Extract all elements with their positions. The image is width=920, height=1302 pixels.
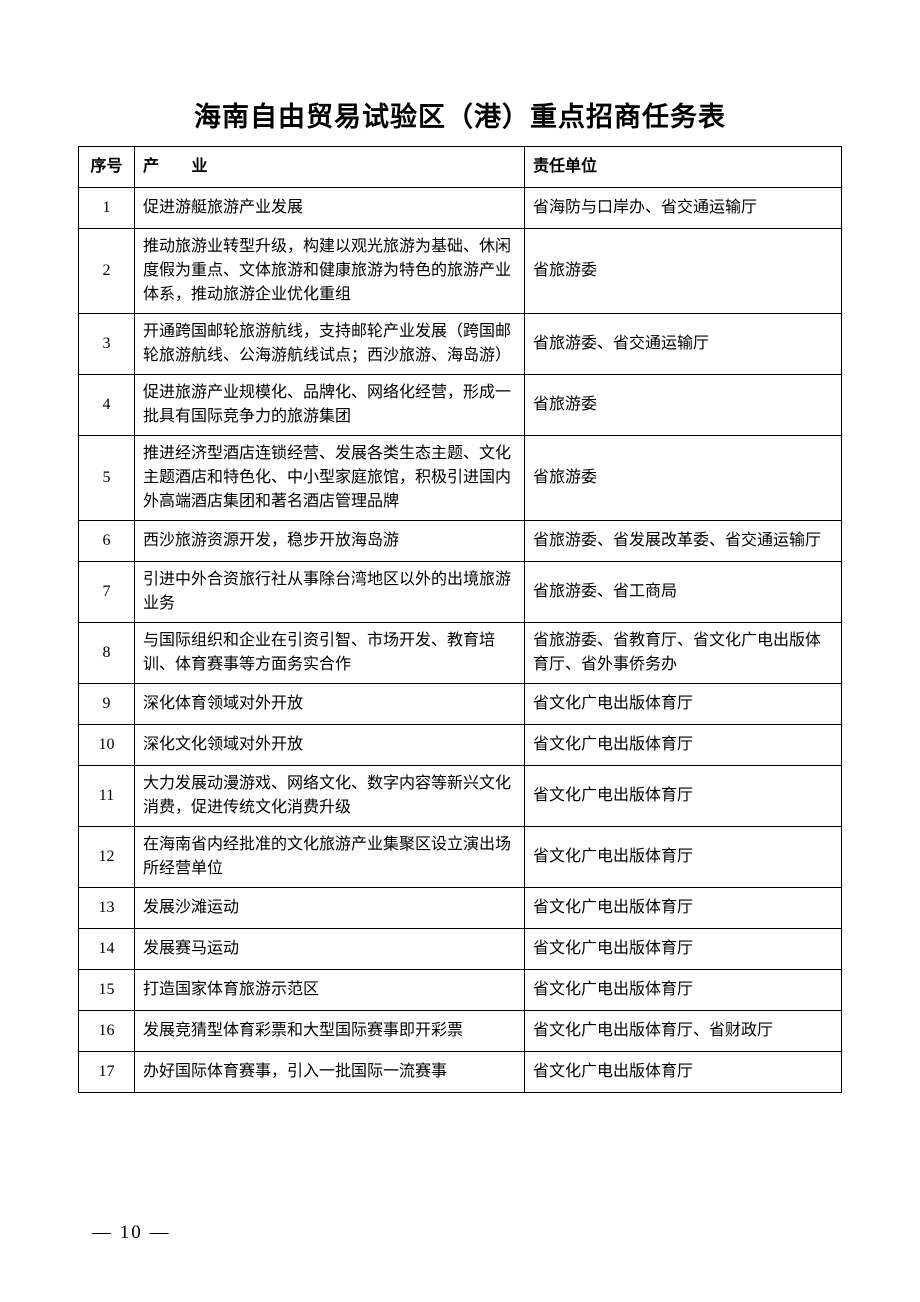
table-row: 17办好国际体育赛事，引入一批国际一流赛事省文化广电出版体育厅 <box>79 1052 842 1093</box>
table-row: 6西沙旅游资源开发，稳步开放海岛游省旅游委、省发展改革委、省交通运输厅 <box>79 521 842 562</box>
cell-industry: 在海南省内经批准的文化旅游产业集聚区设立演出场所经营单位 <box>135 827 525 888</box>
cell-industry: 西沙旅游资源开发，稳步开放海岛游 <box>135 521 525 562</box>
table-row: 8与国际组织和企业在引资引智、市场开发、教育培训、体育赛事等方面务实合作省旅游委… <box>79 623 842 684</box>
cell-industry: 发展竞猜型体育彩票和大型国际赛事即开彩票 <box>135 1011 525 1052</box>
cell-seq: 3 <box>79 314 135 375</box>
table-row: 16发展竞猜型体育彩票和大型国际赛事即开彩票省文化广电出版体育厅、省财政厅 <box>79 1011 842 1052</box>
header-industry: 产 业 <box>135 147 525 188</box>
cell-unit: 省旅游委 <box>525 375 842 436</box>
task-table: 序号 产 业 责任单位 1促进游艇旅游产业发展省海防与口岸办、省交通运输厅2推动… <box>78 146 842 1093</box>
cell-seq: 8 <box>79 623 135 684</box>
table-row: 5推进经济型酒店连锁经营、发展各类生态主题、文化主题酒店和特色化、中小型家庭旅馆… <box>79 436 842 521</box>
cell-seq: 6 <box>79 521 135 562</box>
cell-unit: 省文化广电出版体育厅 <box>525 970 842 1011</box>
table-row: 1促进游艇旅游产业发展省海防与口岸办、省交通运输厅 <box>79 188 842 229</box>
cell-seq: 5 <box>79 436 135 521</box>
cell-industry: 大力发展动漫游戏、网络文化、数字内容等新兴文化消费，促进传统文化消费升级 <box>135 766 525 827</box>
cell-unit: 省旅游委、省工商局 <box>525 562 842 623</box>
cell-seq: 9 <box>79 684 135 725</box>
cell-unit: 省文化广电出版体育厅、省财政厅 <box>525 1011 842 1052</box>
cell-unit: 省旅游委、省交通运输厅 <box>525 314 842 375</box>
cell-seq: 16 <box>79 1011 135 1052</box>
cell-seq: 11 <box>79 766 135 827</box>
cell-seq: 17 <box>79 1052 135 1093</box>
cell-industry: 引进中外合资旅行社从事除台湾地区以外的出境旅游业务 <box>135 562 525 623</box>
cell-industry: 推动旅游业转型升级，构建以观光旅游为基础、休闲度假为重点、文体旅游和健康旅游为特… <box>135 229 525 314</box>
table-row: 15打造国家体育旅游示范区省文化广电出版体育厅 <box>79 970 842 1011</box>
table-row: 12在海南省内经批准的文化旅游产业集聚区设立演出场所经营单位省文化广电出版体育厅 <box>79 827 842 888</box>
cell-industry: 打造国家体育旅游示范区 <box>135 970 525 1011</box>
document-title: 海南自由贸易试验区（港）重点招商任务表 <box>78 95 842 134</box>
cell-unit: 省旅游委、省发展改革委、省交通运输厅 <box>525 521 842 562</box>
table-row: 14发展赛马运动省文化广电出版体育厅 <box>79 929 842 970</box>
cell-seq: 2 <box>79 229 135 314</box>
cell-unit: 省旅游委 <box>525 436 842 521</box>
cell-unit: 省文化广电出版体育厅 <box>525 827 842 888</box>
cell-industry: 办好国际体育赛事，引入一批国际一流赛事 <box>135 1052 525 1093</box>
table-row: 9深化体育领域对外开放省文化广电出版体育厅 <box>79 684 842 725</box>
cell-unit: 省文化广电出版体育厅 <box>525 766 842 827</box>
table-header-row: 序号 产 业 责任单位 <box>79 147 842 188</box>
cell-unit: 省海防与口岸办、省交通运输厅 <box>525 188 842 229</box>
table-row: 13发展沙滩运动省文化广电出版体育厅 <box>79 888 842 929</box>
page-number: — 10 — <box>92 1222 171 1244</box>
table-row: 10深化文化领域对外开放省文化广电出版体育厅 <box>79 725 842 766</box>
cell-seq: 7 <box>79 562 135 623</box>
cell-seq: 12 <box>79 827 135 888</box>
cell-industry: 促进旅游产业规模化、品牌化、网络化经营，形成一批具有国际竞争力的旅游集团 <box>135 375 525 436</box>
cell-unit: 省旅游委 <box>525 229 842 314</box>
table-row: 3开通跨国邮轮旅游航线，支持邮轮产业发展（跨国邮轮旅游航线、公海游航线试点；西沙… <box>79 314 842 375</box>
cell-seq: 14 <box>79 929 135 970</box>
cell-industry: 开通跨国邮轮旅游航线，支持邮轮产业发展（跨国邮轮旅游航线、公海游航线试点；西沙旅… <box>135 314 525 375</box>
table-row: 2推动旅游业转型升级，构建以观光旅游为基础、休闲度假为重点、文体旅游和健康旅游为… <box>79 229 842 314</box>
table-row: 11大力发展动漫游戏、网络文化、数字内容等新兴文化消费，促进传统文化消费升级省文… <box>79 766 842 827</box>
cell-unit: 省文化广电出版体育厅 <box>525 888 842 929</box>
cell-seq: 1 <box>79 188 135 229</box>
cell-unit: 省文化广电出版体育厅 <box>525 684 842 725</box>
cell-unit: 省文化广电出版体育厅 <box>525 929 842 970</box>
cell-seq: 15 <box>79 970 135 1011</box>
cell-seq: 13 <box>79 888 135 929</box>
cell-industry: 发展沙滩运动 <box>135 888 525 929</box>
cell-industry: 深化体育领域对外开放 <box>135 684 525 725</box>
cell-unit: 省文化广电出版体育厅 <box>525 725 842 766</box>
header-seq: 序号 <box>79 147 135 188</box>
cell-unit: 省旅游委、省教育厅、省文化广电出版体育厅、省外事侨务办 <box>525 623 842 684</box>
header-unit: 责任单位 <box>525 147 842 188</box>
cell-seq: 4 <box>79 375 135 436</box>
cell-industry: 促进游艇旅游产业发展 <box>135 188 525 229</box>
cell-industry: 推进经济型酒店连锁经营、发展各类生态主题、文化主题酒店和特色化、中小型家庭旅馆，… <box>135 436 525 521</box>
cell-industry: 深化文化领域对外开放 <box>135 725 525 766</box>
cell-seq: 10 <box>79 725 135 766</box>
table-row: 4促进旅游产业规模化、品牌化、网络化经营，形成一批具有国际竞争力的旅游集团省旅游… <box>79 375 842 436</box>
cell-unit: 省文化广电出版体育厅 <box>525 1052 842 1093</box>
cell-industry: 与国际组织和企业在引资引智、市场开发、教育培训、体育赛事等方面务实合作 <box>135 623 525 684</box>
table-row: 7引进中外合资旅行社从事除台湾地区以外的出境旅游业务省旅游委、省工商局 <box>79 562 842 623</box>
cell-industry: 发展赛马运动 <box>135 929 525 970</box>
